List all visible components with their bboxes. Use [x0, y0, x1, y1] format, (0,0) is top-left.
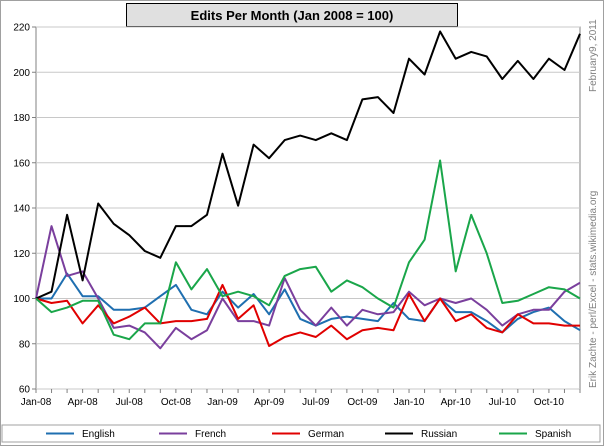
y-tick-label: 180: [13, 113, 30, 124]
x-tick-label: Apr-10: [441, 397, 471, 408]
x-tick-label: Jul-08: [116, 397, 144, 408]
y-tick-label: 220: [13, 23, 30, 34]
x-tick-label: Apr-08: [68, 397, 98, 408]
y-tick-label: 80: [19, 339, 31, 350]
series-line-german: [35, 283, 580, 347]
y-tick-label: 140: [13, 204, 30, 215]
y-tick-label: 200: [13, 68, 30, 79]
legend-label-german: German: [308, 429, 344, 440]
legend-label-russian: Russian: [421, 429, 457, 440]
y-tick-label: 100: [13, 294, 30, 305]
y-tick-label: 120: [13, 249, 30, 260]
legend-label-spanish: Spanish: [535, 429, 571, 440]
legend-box: [1, 424, 601, 443]
series-line-french: [35, 225, 581, 350]
series-line-spanish: [35, 159, 581, 341]
x-tick-label: Jul-10: [489, 397, 517, 408]
y-tick-label: 160: [13, 158, 30, 169]
legend-label-english: English: [82, 429, 115, 440]
x-tick-label: Jan-10: [394, 397, 425, 408]
series-line-english: [36, 272, 581, 334]
x-tick-label: Oct-08: [161, 397, 191, 408]
y-tick-label: 60: [19, 385, 31, 396]
x-tick-label: Apr-09: [254, 397, 284, 408]
x-tick-label: Jul-09: [302, 397, 330, 408]
side-note: Erik Zachte - perl/Excel - stats.wikimed…: [588, 191, 599, 388]
x-tick-label: Jan-09: [207, 397, 238, 408]
legend-label-french: French: [195, 429, 226, 440]
side-date: February9, 2011: [588, 19, 599, 92]
x-tick-label: Jan-08: [21, 397, 52, 408]
chart-title: Edits Per Month (Jan 2008 = 100): [190, 7, 394, 23]
series-line-russian: [35, 30, 581, 300]
x-tick-label: Oct-10: [534, 397, 564, 408]
x-tick-label: Oct-09: [347, 397, 377, 408]
